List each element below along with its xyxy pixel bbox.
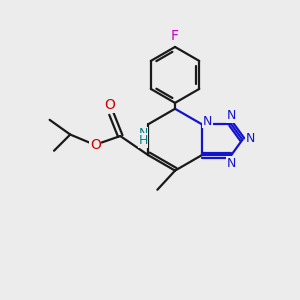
Text: H: H [138,134,148,147]
Text: O: O [90,138,101,152]
Text: N: N [246,132,255,145]
Text: N: N [226,157,236,170]
Text: N: N [226,110,236,122]
Text: O: O [104,98,116,112]
Text: N: N [203,115,212,128]
Text: N: N [138,127,148,140]
Text: F: F [171,29,179,43]
